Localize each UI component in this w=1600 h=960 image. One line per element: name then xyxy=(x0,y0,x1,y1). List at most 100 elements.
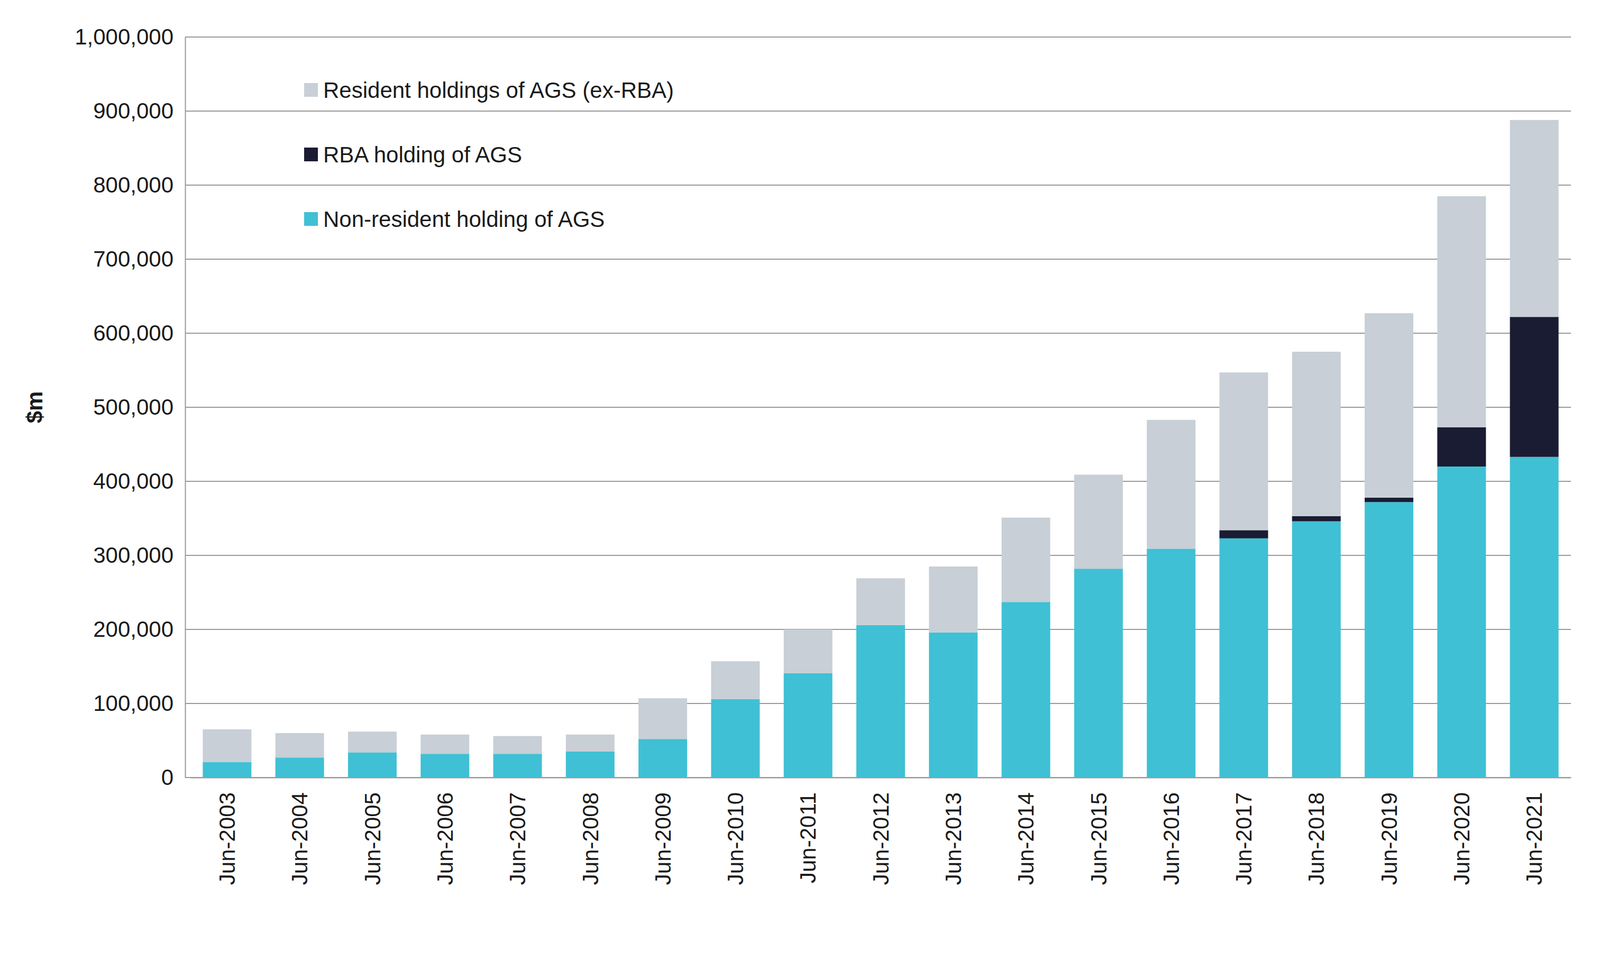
tick-label: Jun-2004 xyxy=(287,792,313,885)
bar xyxy=(1219,538,1268,778)
chart: 0100,000200,000300,000400,000500,000600,… xyxy=(0,0,1600,960)
tick: 400,000 xyxy=(93,468,186,494)
grid-line xyxy=(185,258,1571,260)
grid-line xyxy=(185,332,1571,334)
bar xyxy=(638,738,688,778)
tick-label: Jun-2021 xyxy=(1521,792,1547,885)
bar xyxy=(1437,196,1486,428)
bar xyxy=(348,752,397,778)
legend-item: RBA holding of AGS xyxy=(304,142,523,168)
tick: Jun-2021 xyxy=(1521,777,1547,885)
bar xyxy=(420,753,470,778)
grid-line xyxy=(185,184,1571,186)
legend-label: Non-resident holding of AGS xyxy=(323,206,605,232)
tick: 900,000 xyxy=(93,98,186,124)
bar xyxy=(275,733,325,758)
tick: Jun-2018 xyxy=(1303,777,1329,885)
bar xyxy=(1364,313,1414,498)
tick: Jun-2012 xyxy=(868,777,894,885)
bar xyxy=(1364,497,1414,502)
axis-line xyxy=(185,37,187,779)
axis-line xyxy=(190,777,1572,779)
tick: Jun-2011 xyxy=(795,777,821,884)
bar xyxy=(565,751,615,778)
bar xyxy=(348,731,397,753)
tick-label: Jun-2006 xyxy=(432,792,458,885)
bar xyxy=(1292,516,1341,522)
tick: Jun-2009 xyxy=(650,777,676,885)
tick: Jun-2015 xyxy=(1086,777,1112,885)
bar xyxy=(928,566,978,633)
tick-label: Jun-2010 xyxy=(723,792,748,885)
tick-label: Jun-2011 xyxy=(795,792,821,884)
tick-label: 500,000 xyxy=(93,394,174,420)
bar xyxy=(1510,120,1559,317)
bar xyxy=(493,736,543,755)
tick-label: 600,000 xyxy=(93,320,174,346)
bar xyxy=(1219,529,1268,538)
tick-label: 0 xyxy=(161,764,174,790)
tick: 1,000,000 xyxy=(74,24,186,50)
bar xyxy=(1364,501,1414,778)
tick-label: Jun-2014 xyxy=(1013,792,1039,885)
tick-label: Jun-2007 xyxy=(505,792,530,885)
legend: Resident holdings of AGS (ex-RBA) RBA hol… xyxy=(304,77,674,232)
tick: Jun-2014 xyxy=(1013,777,1039,885)
bar xyxy=(493,753,543,778)
bar xyxy=(1074,474,1123,569)
tick-label: Jun-2013 xyxy=(940,792,966,885)
tick-label: Jun-2016 xyxy=(1158,792,1184,885)
tick: 600,000 xyxy=(93,320,186,346)
tick-label: 1,000,000 xyxy=(74,24,174,50)
bar xyxy=(856,578,905,625)
tick-label: Jun-2018 xyxy=(1303,792,1329,885)
bar xyxy=(1510,456,1559,778)
tick-label: Jun-2019 xyxy=(1376,792,1402,885)
tick: Jun-2020 xyxy=(1449,777,1475,885)
tick-label: 400,000 xyxy=(93,468,174,494)
tick: Jun-2017 xyxy=(1231,777,1257,885)
tick-label: 200,000 xyxy=(93,616,174,642)
tick-label: Jun-2012 xyxy=(868,792,894,885)
bar xyxy=(565,734,615,752)
legend-swatch xyxy=(304,212,318,226)
tick-label: Jun-2008 xyxy=(578,792,603,885)
legend-label: Resident holdings of AGS (ex-RBA) xyxy=(323,77,674,103)
bar xyxy=(275,757,325,778)
grid xyxy=(185,37,1571,778)
bar xyxy=(1437,466,1486,778)
bar xyxy=(1292,351,1341,517)
tick-label: Jun-2003 xyxy=(214,792,240,885)
axis-title: $m xyxy=(22,391,48,424)
tick: Jun-2004 xyxy=(287,777,313,885)
bar xyxy=(1001,601,1051,778)
series xyxy=(202,120,1559,763)
tick-label: Jun-2017 xyxy=(1231,792,1257,885)
bar xyxy=(928,632,978,778)
tick: 800,000 xyxy=(93,172,186,198)
bar xyxy=(856,625,905,778)
bar xyxy=(1074,568,1123,778)
legend-item: Resident holdings of AGS (ex-RBA) xyxy=(304,77,674,103)
bar xyxy=(1292,521,1341,778)
grid-line xyxy=(185,110,1571,112)
bar xyxy=(783,673,833,778)
tick: 700,000 xyxy=(93,246,186,272)
bars xyxy=(202,120,1559,778)
tick: Jun-2016 xyxy=(1158,777,1184,885)
tick-label: Jun-2015 xyxy=(1086,792,1112,885)
tick-label: 700,000 xyxy=(93,246,174,272)
bar xyxy=(1437,427,1486,467)
tick: Jun-2010 xyxy=(723,777,748,885)
grid-line xyxy=(185,480,1571,482)
tick-label: Jun-2020 xyxy=(1449,792,1475,885)
bar xyxy=(202,729,252,763)
bar xyxy=(420,734,470,754)
bar xyxy=(1219,372,1268,530)
tick: 500,000 xyxy=(93,394,186,420)
tick: Jun-2019 xyxy=(1376,777,1402,885)
tick: 200,000 xyxy=(93,616,186,642)
tick: Jun-2007 xyxy=(505,777,530,885)
bar xyxy=(202,762,252,778)
tick: Jun-2005 xyxy=(360,777,386,885)
